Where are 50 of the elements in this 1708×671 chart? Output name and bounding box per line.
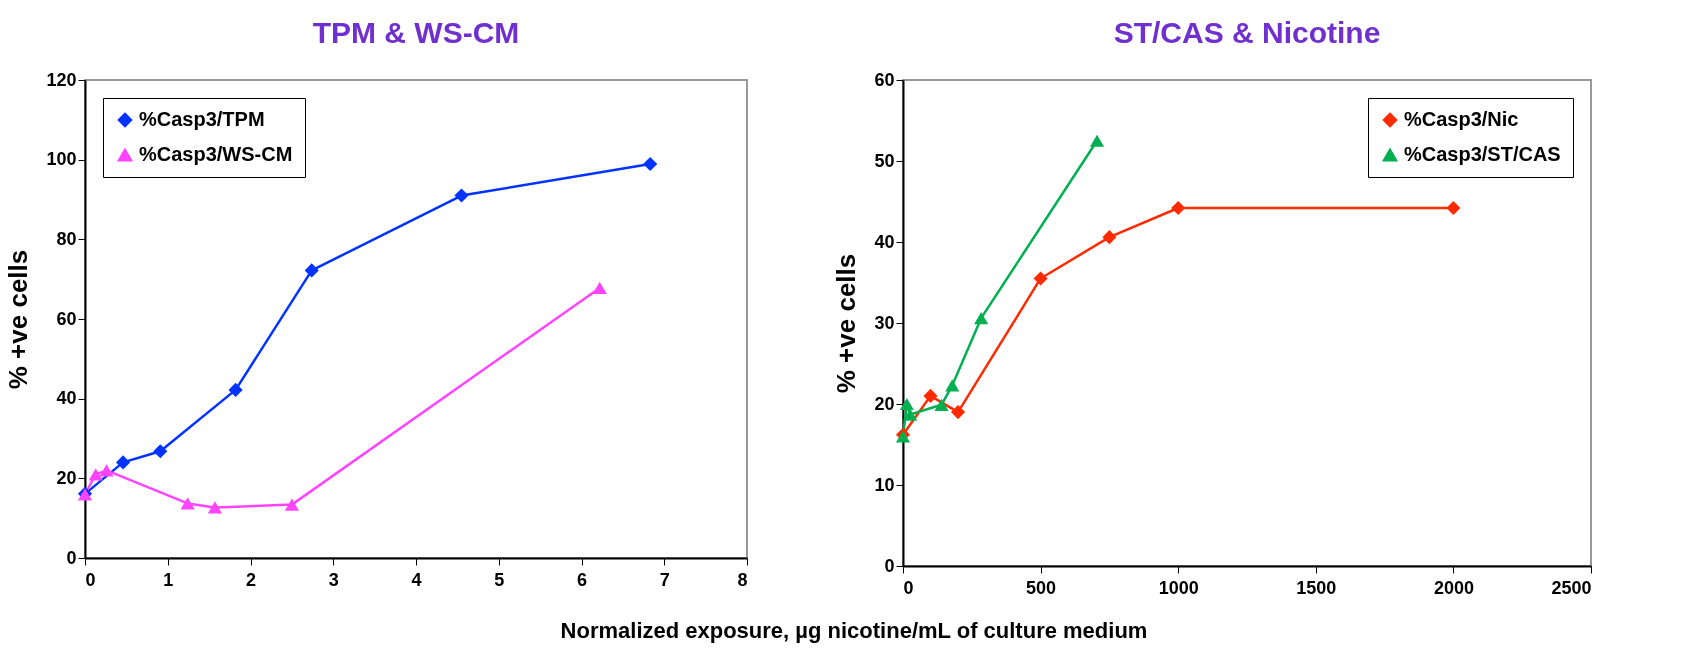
y-tick-label: 40 xyxy=(874,231,895,252)
x-tick-label: 2 xyxy=(245,569,257,590)
y-tick-label: 50 xyxy=(874,150,895,171)
x-axis-title: Normalized exposure, µg nicotine/mL of culture medium xyxy=(559,618,1149,644)
point xyxy=(592,281,607,295)
y-tick-label: 20 xyxy=(56,467,77,488)
x-tick-label: 1500 xyxy=(1296,577,1337,598)
point xyxy=(207,501,222,514)
x-tick-label: 0 xyxy=(903,577,914,598)
y-tick-label: 30 xyxy=(874,312,895,333)
point xyxy=(99,464,114,477)
y-tick-label: 80 xyxy=(56,228,77,249)
y-tick-label: 20 xyxy=(874,393,895,414)
point xyxy=(228,382,243,397)
point xyxy=(454,188,469,203)
y-tick-label: 120 xyxy=(46,69,77,90)
x-tick-label: 6 xyxy=(576,569,588,590)
x-tick-label: 7 xyxy=(659,569,670,590)
x-tick-label: 4 xyxy=(411,569,422,590)
point xyxy=(153,444,168,459)
chart-title: ST/CAS & Nicotine xyxy=(1113,16,1381,49)
y-tick-label: 0 xyxy=(884,555,895,576)
x-tick-label: 5 xyxy=(494,569,505,590)
x-tick-label: 1 xyxy=(163,569,174,590)
y-tick-label: 60 xyxy=(56,308,77,329)
x-tick-label: 2000 xyxy=(1433,577,1474,598)
y-tick-label: 10 xyxy=(874,474,895,495)
x-tick-label: 2500 xyxy=(1551,577,1592,598)
point xyxy=(643,156,658,172)
chart-title: TPM & WS-CM xyxy=(312,16,520,49)
x-tick-label: 0 xyxy=(85,569,96,590)
legend-label: %Casp3/TPM xyxy=(139,108,265,130)
x-tick-label: 1000 xyxy=(1158,577,1199,598)
y-axis-title: % +ve cells xyxy=(831,253,862,394)
point xyxy=(115,455,131,470)
y-tick-label: 100 xyxy=(46,149,77,170)
point xyxy=(180,497,195,510)
y-tick-label: 40 xyxy=(56,388,77,409)
x-tick-label: 8 xyxy=(737,569,748,590)
point xyxy=(284,498,299,511)
point xyxy=(88,468,103,481)
legend-label: %Casp3/ST/CAS xyxy=(1404,143,1561,165)
y-axis-title: % +ve cells xyxy=(3,249,34,390)
x-tick-label: 500 xyxy=(1026,577,1057,598)
x-tick-label: 3 xyxy=(328,569,339,590)
legend-label: %Casp3/WS-CM xyxy=(139,143,293,165)
point xyxy=(304,263,319,278)
legend-label: %Casp3/Nic xyxy=(1404,108,1519,130)
y-tick-label: 60 xyxy=(874,69,895,90)
y-tick-label: 0 xyxy=(66,547,77,568)
